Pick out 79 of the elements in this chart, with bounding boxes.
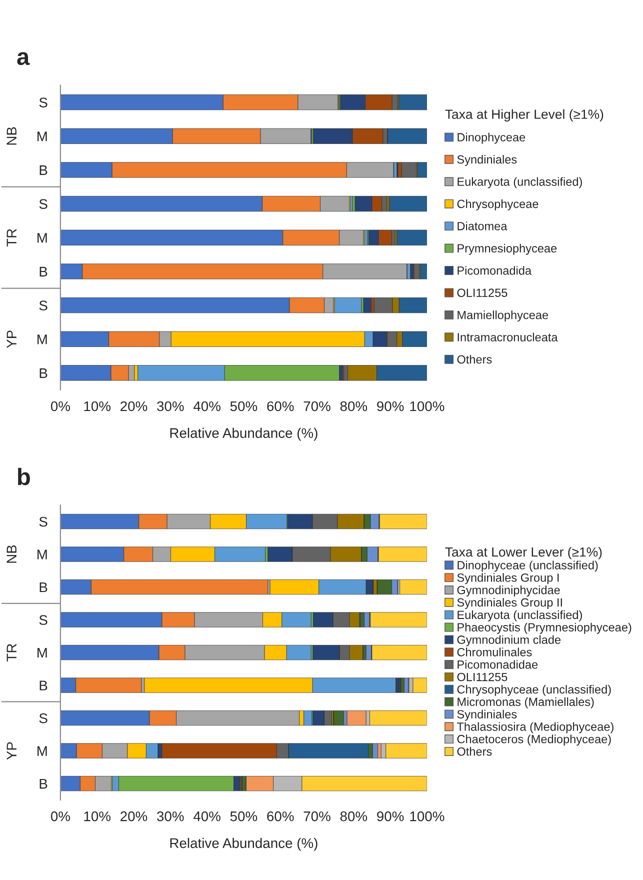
legend-label: Chrysophyceae xyxy=(457,199,538,210)
x-tick-label: 100% xyxy=(410,811,444,822)
x-tick-label: 20% xyxy=(120,811,148,822)
y-tick-label: M xyxy=(38,746,47,756)
legend-label: Chrysophyceae (unclassified) xyxy=(457,684,611,696)
legend-label: Picomonadida xyxy=(458,266,532,275)
legend-label: Others xyxy=(457,747,492,756)
x-tick-label: 30% xyxy=(157,401,184,412)
legend-label: OLI11255 xyxy=(457,288,508,297)
y-tick-label: S xyxy=(39,300,48,310)
x-tick-label: 50% xyxy=(230,401,258,412)
x-axis-title: Relative Abundance (%) xyxy=(170,838,318,851)
y-tick-label: B xyxy=(40,165,48,175)
x-tick-label: 60% xyxy=(267,811,294,822)
x-tick-label: 80% xyxy=(340,811,368,822)
legend-label: Intramacronucleata xyxy=(458,332,558,342)
x-tick-label: 10% xyxy=(84,811,110,822)
legend-label: Micromonas (Mamiellales) xyxy=(458,697,594,708)
legend-label: Others xyxy=(457,354,492,364)
x-tick-label: 40% xyxy=(193,811,220,822)
y-tick-label: S xyxy=(39,98,48,108)
legend-label: Picomonadidae xyxy=(458,660,538,669)
text: NB xyxy=(6,127,16,145)
x-tick-label: 50% xyxy=(230,811,258,822)
y-tick-label: B xyxy=(40,779,48,789)
legend-label: Dinophyceae xyxy=(458,132,526,144)
y-tick-label: M xyxy=(38,648,47,658)
legend-label: Mamiellophyceae xyxy=(458,310,548,322)
legend-label: Eukaryota (unclassified) xyxy=(458,610,582,622)
y-tick-label: B xyxy=(40,680,48,690)
legend-label: Phaeocystis (Prymnesiophyceae) xyxy=(458,622,632,634)
legend-label: OLI11255 xyxy=(457,672,508,682)
legend-label: Chaetoceros (Mediophyceae) xyxy=(457,734,611,746)
legend-label: Syndiniales xyxy=(457,154,517,166)
legend-label: Syndiniales xyxy=(457,710,517,721)
chart-title: a xyxy=(17,52,30,66)
x-tick-label: 0% xyxy=(50,401,70,412)
chart-title: b xyxy=(18,468,30,486)
x-tick-label: 10% xyxy=(84,401,110,412)
legend-label: Thalassiosira (Mediophyceae) xyxy=(456,722,614,734)
y-tick-label: M xyxy=(38,550,47,560)
y-tick-label: M xyxy=(38,132,47,142)
legend-label: Chromulinales xyxy=(457,648,532,656)
x-tick-label: 60% xyxy=(267,401,294,412)
legend-label: Gymnodiniphycidae xyxy=(457,586,560,597)
y-tick-label: B xyxy=(40,266,48,276)
x-tick-label: 90% xyxy=(377,811,404,822)
y-tick-label: S xyxy=(39,713,48,724)
text: TR xyxy=(6,644,16,662)
text: NB xyxy=(6,545,16,563)
legend-label: Syndiniales Group I xyxy=(457,573,559,584)
x-tick-label: 30% xyxy=(157,811,184,822)
legend-label: Syndiniales Group II xyxy=(457,598,562,609)
legend-label: Eukaryota (unclassified) xyxy=(458,177,582,188)
legend-title: Taxa at Higher Level (≥1%) xyxy=(445,109,604,122)
legend-label: Dinophyceae (unclassified) xyxy=(458,560,598,572)
x-tick-label: 0% xyxy=(50,811,70,822)
y-tick-label: S xyxy=(39,199,48,209)
legend-label: Diatomea xyxy=(458,222,508,230)
y-tick-label: B xyxy=(40,582,48,592)
text: TR xyxy=(6,228,16,247)
x-tick-label: 80% xyxy=(340,401,368,412)
x-tick-label: 70% xyxy=(304,401,330,412)
x-tick-label: 70% xyxy=(304,811,330,822)
x-tick-label: 20% xyxy=(120,401,148,412)
y-tick-label: M xyxy=(38,334,47,344)
legend-label: Gymnodinium clade xyxy=(457,635,561,646)
text: YP xyxy=(6,742,16,760)
x-tick-label: 90% xyxy=(377,401,404,412)
text: YP xyxy=(6,330,16,348)
y-tick-label: B xyxy=(40,368,48,378)
y-tick-label: S xyxy=(39,615,48,625)
x-tick-label: 100% xyxy=(410,401,444,412)
legend-label: Prymnesiophyceae xyxy=(458,244,557,255)
x-tick-label: 40% xyxy=(193,401,220,412)
x-axis-title: Relative Abundance (%) xyxy=(170,428,318,441)
y-tick-label: M xyxy=(38,233,47,243)
y-tick-label: S xyxy=(39,516,48,527)
legend-title: Taxa at Lower Lever (≥1%) xyxy=(445,546,602,560)
